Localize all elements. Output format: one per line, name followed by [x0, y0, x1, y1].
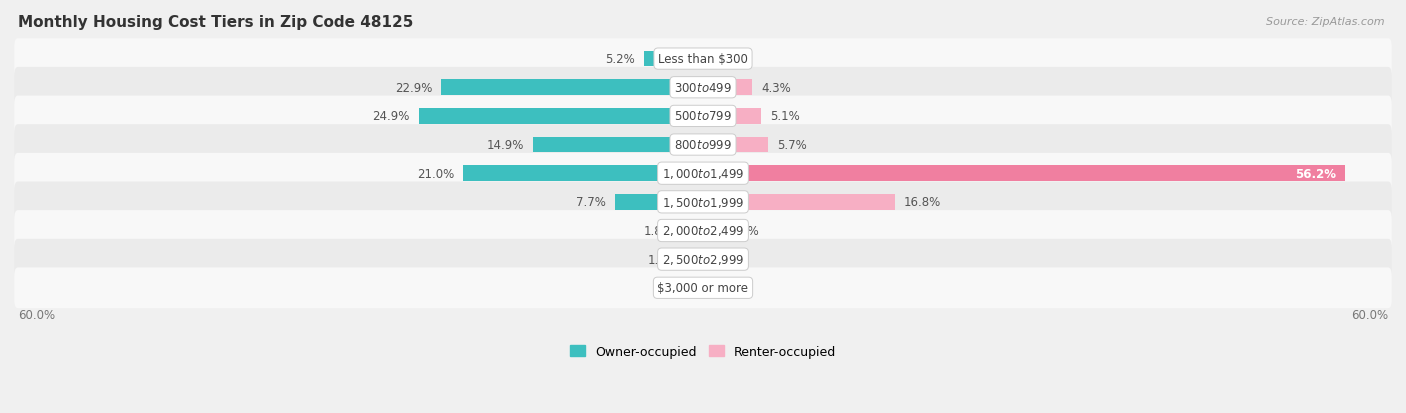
- Text: 5.1%: 5.1%: [770, 110, 800, 123]
- Bar: [441, 80, 703, 96]
- Text: 16.8%: 16.8%: [904, 196, 941, 209]
- Text: 60.0%: 60.0%: [18, 309, 55, 322]
- Bar: [703, 252, 706, 267]
- Text: 56.2%: 56.2%: [1295, 167, 1336, 180]
- Text: 14.9%: 14.9%: [486, 139, 523, 152]
- Text: 5.2%: 5.2%: [605, 53, 634, 66]
- Text: $2,500 to $2,999: $2,500 to $2,999: [662, 252, 744, 266]
- Bar: [700, 280, 703, 296]
- FancyBboxPatch shape: [14, 239, 1392, 280]
- Text: 5.7%: 5.7%: [778, 139, 807, 152]
- FancyBboxPatch shape: [14, 125, 1392, 166]
- Text: 7.7%: 7.7%: [576, 196, 606, 209]
- Text: 4.3%: 4.3%: [761, 81, 792, 95]
- Text: $800 to $999: $800 to $999: [673, 139, 733, 152]
- Bar: [614, 195, 703, 210]
- FancyBboxPatch shape: [14, 154, 1392, 194]
- Text: 1.8%: 1.8%: [644, 224, 673, 237]
- Text: 24.9%: 24.9%: [373, 110, 409, 123]
- Text: 0.0%: 0.0%: [711, 282, 742, 294]
- Legend: Owner-occupied, Renter-occupied: Owner-occupied, Renter-occupied: [565, 340, 841, 363]
- Text: Less than $300: Less than $300: [658, 53, 748, 66]
- Text: 0.0%: 0.0%: [711, 53, 742, 66]
- FancyBboxPatch shape: [14, 211, 1392, 251]
- Text: 21.0%: 21.0%: [416, 167, 454, 180]
- Bar: [463, 166, 703, 182]
- Text: 1.5%: 1.5%: [730, 224, 759, 237]
- Text: $300 to $499: $300 to $499: [673, 81, 733, 95]
- Text: $1,500 to $1,999: $1,500 to $1,999: [662, 195, 744, 209]
- Bar: [703, 223, 720, 239]
- Bar: [703, 138, 768, 153]
- Bar: [419, 109, 703, 124]
- Text: 0.2%: 0.2%: [714, 253, 744, 266]
- Text: $2,000 to $2,499: $2,000 to $2,499: [662, 224, 744, 238]
- Text: 0.19%: 0.19%: [654, 282, 692, 294]
- Text: $500 to $799: $500 to $799: [673, 110, 733, 123]
- Bar: [682, 223, 703, 239]
- FancyBboxPatch shape: [14, 182, 1392, 223]
- Text: $1,000 to $1,499: $1,000 to $1,499: [662, 167, 744, 181]
- Bar: [688, 252, 703, 267]
- Text: Source: ZipAtlas.com: Source: ZipAtlas.com: [1267, 17, 1385, 26]
- Bar: [703, 195, 894, 210]
- FancyBboxPatch shape: [14, 96, 1392, 137]
- Text: Monthly Housing Cost Tiers in Zip Code 48125: Monthly Housing Cost Tiers in Zip Code 4…: [18, 15, 413, 30]
- Text: 22.9%: 22.9%: [395, 81, 432, 95]
- Text: 60.0%: 60.0%: [1351, 309, 1388, 322]
- Bar: [703, 166, 1346, 182]
- FancyBboxPatch shape: [14, 268, 1392, 309]
- Bar: [644, 52, 703, 67]
- FancyBboxPatch shape: [14, 68, 1392, 108]
- Bar: [533, 138, 703, 153]
- Bar: [703, 109, 761, 124]
- Text: $3,000 or more: $3,000 or more: [658, 282, 748, 294]
- FancyBboxPatch shape: [14, 39, 1392, 80]
- Text: 1.4%: 1.4%: [648, 253, 678, 266]
- Bar: [703, 80, 752, 96]
